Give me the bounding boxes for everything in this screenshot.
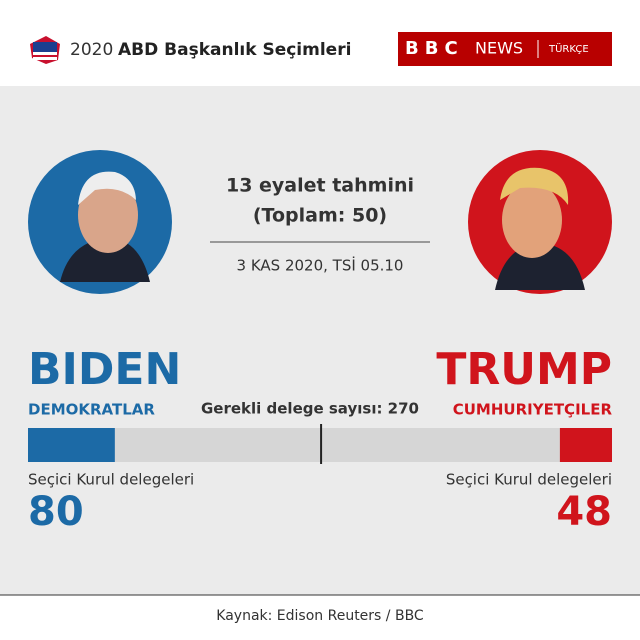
portrait-biden xyxy=(28,150,172,294)
brand-logo: BBC xyxy=(405,38,464,59)
candidate-name: TRUMP xyxy=(436,344,612,395)
votes-label: Seçici Kurul delegeleri xyxy=(446,471,612,489)
brand-box xyxy=(398,32,612,66)
brand-name: NEWS xyxy=(475,39,523,58)
bar-track xyxy=(28,428,612,462)
votes-label: Seçici Kurul delegeleri xyxy=(28,471,194,489)
votes: 48 xyxy=(556,489,612,535)
party: CUMHURIYETÇILER xyxy=(453,401,613,419)
party: DEMOKRATLAR xyxy=(28,401,155,419)
brand-sub: TÜRKÇE xyxy=(548,42,589,55)
header-year: 2020 xyxy=(70,40,113,60)
candidate-name: BIDEN xyxy=(28,344,181,395)
chart-subtitle: (Toplam: 50) xyxy=(253,205,387,227)
date: 3 KAS 2020, TSİ 05.10 xyxy=(237,256,404,275)
header-title: ABD Başkanlık Seçimleri xyxy=(118,40,351,60)
chart-title: 13 eyalet tahmini xyxy=(226,175,414,197)
bar xyxy=(559,428,612,462)
portrait-trump xyxy=(468,150,612,294)
threshold-label: Gerekli delege sayısı: 270 xyxy=(201,400,419,418)
votes: 80 xyxy=(28,489,84,535)
bar xyxy=(28,428,115,462)
ballot-icon xyxy=(30,36,60,64)
source: Kaynak: Edison Reuters / BBC xyxy=(216,608,424,624)
